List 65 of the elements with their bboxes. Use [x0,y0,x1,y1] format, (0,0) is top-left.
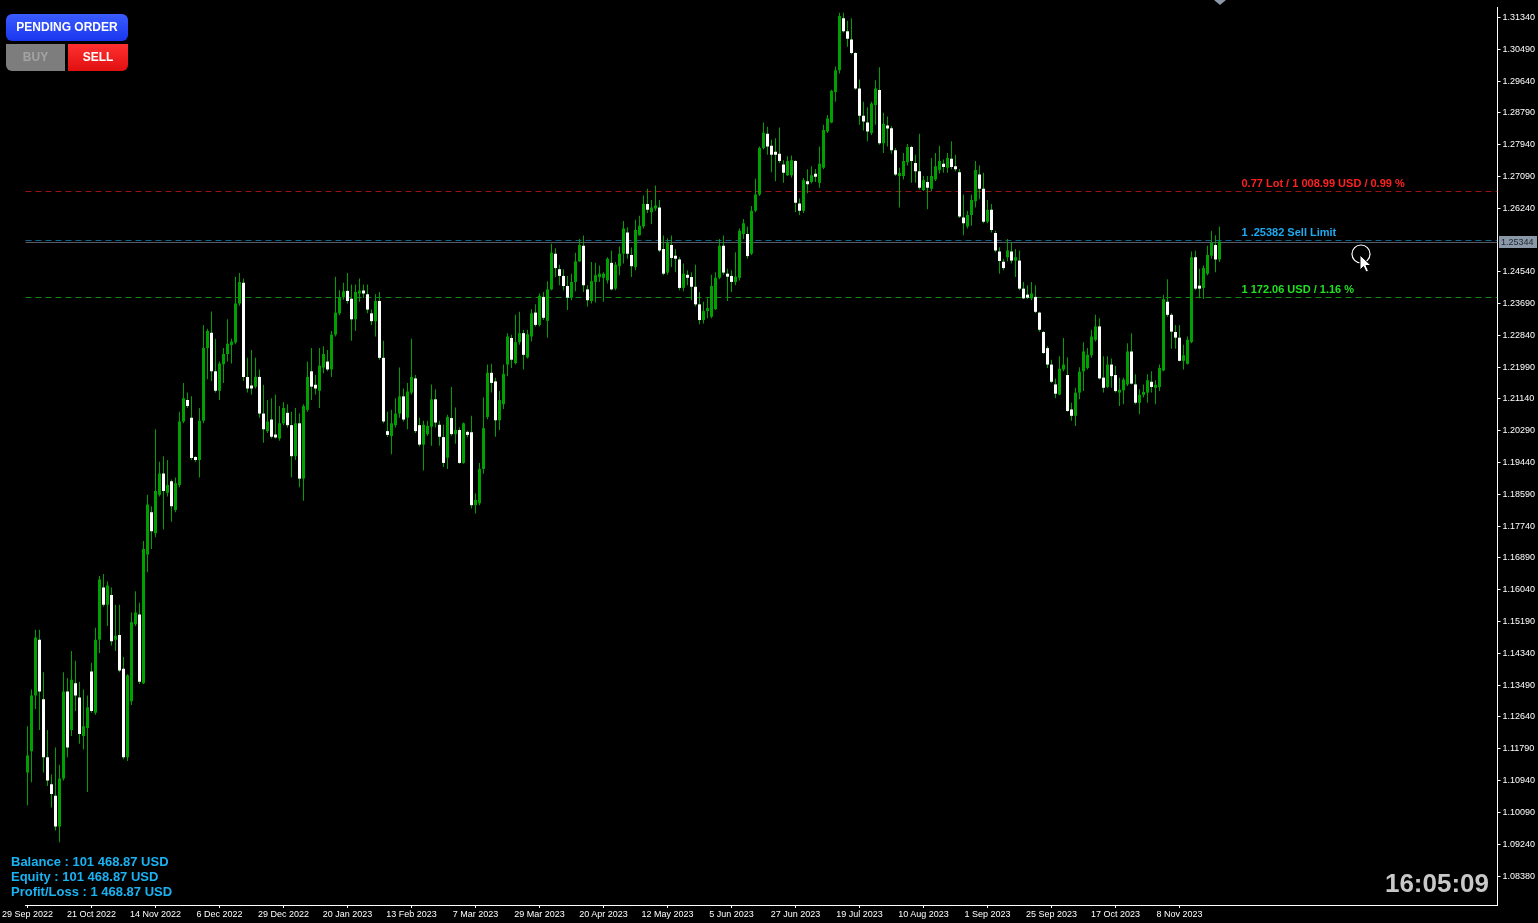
annotation: 16:05:09 [1384,868,1489,898]
x-tick-label: 29 Dec 2022 [257,908,310,919]
x-tick-label: 19 Jul 2023 [836,908,883,919]
y-tick-label: 1.13490 [1502,679,1536,690]
annotation: PENDING ORDER [16,20,118,34]
y-tick-label: 1.12640 [1502,711,1536,722]
x-tick-label: 12 May 2023 [641,908,694,919]
candlestick [250,349,253,395]
y-tick-label: 1.20290 [1502,425,1536,436]
ref-line-label: 0.77 Lot / 1 008.99 USD / 0.99 % [1241,177,1405,189]
candlestick [114,604,117,652]
x-tick-label: 25 Sep 2023 [1025,908,1078,919]
annotation: Profit/Loss : 1 468.87 USD [11,884,173,899]
sell-button: SELL [68,44,128,71]
x-tick-label: 5 Jun 2023 [709,908,754,919]
candlestick [726,268,729,301]
y-tick-label: 1.30490 [1502,43,1536,54]
y-tick-label: 1.28790 [1502,107,1536,118]
x-tick-label: 8 Nov 2023 [1156,908,1203,919]
order-button: PENDING ORDER [6,14,128,41]
x-tick-label: 20 Apr 2023 [579,908,628,919]
x-tick-label: 14 Nov 2022 [129,908,182,919]
candlestick [886,116,889,147]
y-tick-label: 1.31340 [1502,11,1536,22]
y-tick-label: 1.14340 [1502,647,1536,658]
y-tick-label: 1.09240 [1502,838,1536,849]
y-tick-label: 1.08380 [1502,870,1536,881]
y-tick-label: 1.24540 [1502,266,1536,277]
x-tick-label: 29 Mar 2023 [514,908,565,919]
y-tick-label: 1.15190 [1502,615,1536,626]
y-tick-label: 1.21990 [1502,361,1536,372]
y-tick-label: 1.16040 [1502,584,1536,595]
y-tick-label: 1.10940 [1502,774,1536,785]
y-tick-label: 1.16890 [1502,552,1536,563]
x-tick-label: 21 Oct 2022 [66,908,117,919]
x-tick-label: 7 Mar 2023 [452,908,499,919]
annotation: Equity : 101 468.87 USD [11,869,159,884]
y-tick-label: 1.21140 [1502,393,1535,404]
ref-line-label: 1 .25382 Sell Limit [1241,226,1337,238]
x-tick-label: 17 Oct 2023 [1090,908,1141,919]
y-tick-label: 1.17740 [1502,520,1536,531]
y-tick-label: 1.19440 [1502,457,1536,468]
x-tick-label: 29 Sep 2022 [1,908,54,919]
ref-line-label: 1 172.06 USD / 1.16 % [1241,283,1355,295]
annotation: Balance : 101 468.87 USD [11,854,169,869]
x-tick-label: 27 Jun 2023 [770,908,821,919]
x-tick-label: 13 Feb 2023 [386,908,437,919]
x-tick-label: 20 Jan 2023 [322,908,373,919]
y-tick-label: 1.11790 [1502,743,1535,754]
y-tick-label: 1.18590 [1502,488,1536,499]
x-tick-label: 10 Aug 2023 [898,908,949,919]
annotation: SELL [82,50,114,64]
x-tick-label: 6 Dec 2022 [196,908,243,919]
y-tick-label: 1.27940 [1502,139,1536,150]
y-tick-label: 1.23690 [1502,298,1536,309]
y-tick-label: 1.29640 [1502,75,1536,86]
y-tick-label: 1.10090 [1502,806,1536,817]
ref-line-label: 1.25344 [1501,236,1534,247]
x-tick-label: 1 Sep 2023 [964,908,1011,919]
candlestick [774,138,777,182]
y-tick-label: 1.22840 [1502,329,1536,340]
candlestick [654,185,657,211]
candlestick [274,394,277,439]
y-tick-label: 1.27090 [1502,170,1536,181]
y-tick-label: 1.26240 [1502,202,1536,213]
